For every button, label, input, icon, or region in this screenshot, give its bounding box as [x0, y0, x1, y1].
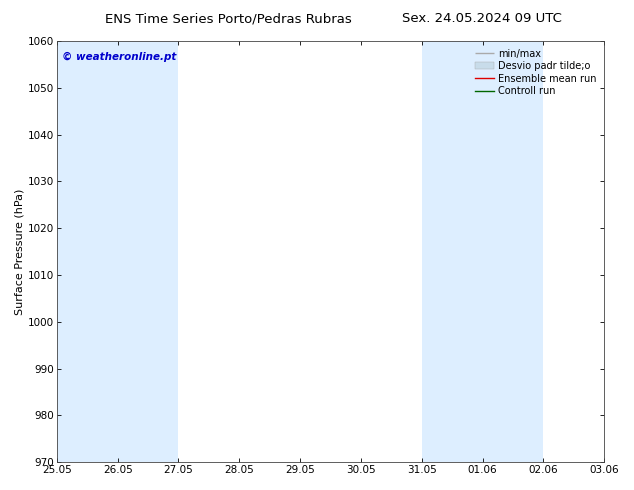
Text: Sex. 24.05.2024 09 UTC: Sex. 24.05.2024 09 UTC — [402, 12, 562, 25]
Bar — [118, 41, 178, 462]
Bar — [57, 41, 118, 462]
Legend: min/max, Desvio padr tilde;o, Ensemble mean run, Controll run: min/max, Desvio padr tilde;o, Ensemble m… — [472, 46, 599, 99]
Text: © weatheronline.pt: © weatheronline.pt — [62, 51, 177, 62]
Y-axis label: Surface Pressure (hPa): Surface Pressure (hPa) — [15, 189, 25, 315]
Bar — [604, 41, 634, 462]
Bar — [422, 41, 482, 462]
Bar — [482, 41, 543, 462]
Text: ENS Time Series Porto/Pedras Rubras: ENS Time Series Porto/Pedras Rubras — [105, 12, 352, 25]
